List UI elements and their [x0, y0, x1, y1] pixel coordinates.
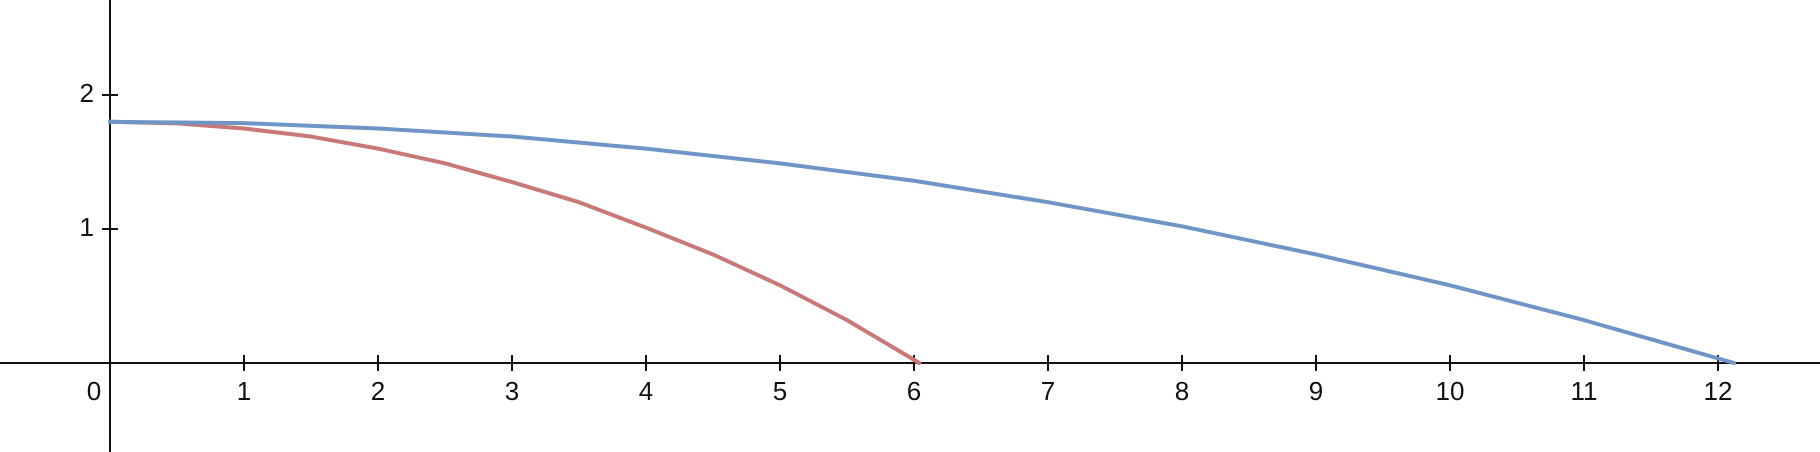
x-tick-label: 4	[639, 376, 653, 406]
x-tick-label: 3	[505, 376, 519, 406]
x-tick-label: 2	[371, 376, 385, 406]
ticks	[102, 94, 1719, 371]
y-tick-label: 1	[80, 212, 94, 242]
x-tick-label: 6	[907, 376, 921, 406]
x-tick-label: 1	[237, 376, 251, 406]
x-tick-label: 7	[1041, 376, 1055, 406]
series-line-blue	[108, 119, 1737, 365]
x-tick-label: 12	[1704, 376, 1733, 406]
x-tick-label: 5	[773, 376, 787, 406]
x-tick-label: 9	[1309, 376, 1323, 406]
series-line-red	[108, 119, 922, 365]
x-tick-label: 11	[1571, 376, 1598, 406]
series	[108, 119, 1737, 365]
x-tick-label: 10	[1436, 376, 1465, 406]
x-tick-label: 8	[1175, 376, 1189, 406]
x-tick-label: 0	[87, 376, 101, 406]
y-tick-label: 2	[80, 78, 94, 108]
